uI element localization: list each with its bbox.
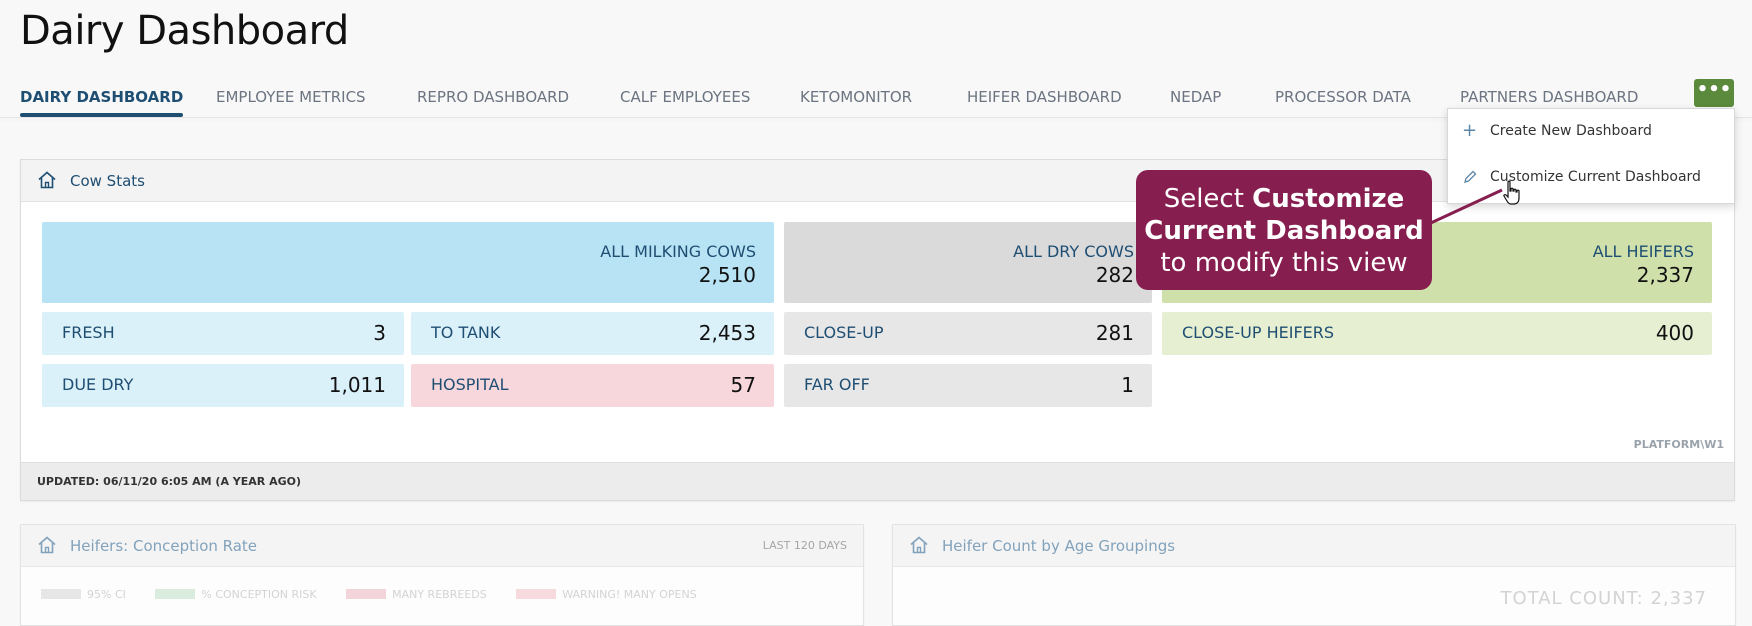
tile-value: 2,453 — [698, 321, 756, 345]
menu-item-label: Customize Current Dashboard — [1490, 169, 1701, 185]
menu-item-create-new-dashboard[interactable]: + Create New Dashboard — [1448, 109, 1734, 155]
due-dry-tile[interactable]: DUE DRY 1,011 — [42, 364, 404, 407]
chart-legend: 95% CI % CONCEPTION RISK MANY REBREEDS W… — [41, 588, 723, 601]
tab-nedap[interactable]: NEDAP — [1170, 88, 1222, 106]
plus-icon: + — [1462, 120, 1478, 141]
date-range-label[interactable]: LAST 120 DAYS — [762, 539, 847, 552]
tab-calf-employees[interactable]: CALF EMPLOYEES — [620, 88, 751, 106]
tile-value: 400 — [1655, 321, 1694, 345]
tile-value: 281 — [1095, 321, 1134, 345]
tile-value: 2,337 — [1636, 263, 1694, 287]
tile-value: 2,510 — [698, 263, 756, 287]
tab-dairy-dashboard[interactable]: DAIRY DASHBOARD — [20, 88, 184, 117]
home-icon — [38, 536, 56, 554]
home-icon — [38, 171, 56, 189]
card-title: Heifer Count by Age Groupings — [942, 537, 1176, 555]
tabs-divider — [0, 117, 1752, 118]
tile-value: 3 — [373, 321, 386, 345]
dashboard-tabs: DAIRY DASHBOARD EMPLOYEE METRICS REPRO D… — [20, 80, 1730, 118]
close-up-heifers-tile[interactable]: CLOSE-UP HEIFERS 400 — [1162, 312, 1712, 355]
total-count: TOTAL COUNT: 2,337 — [1500, 588, 1707, 609]
legend-item: WARNING! MANY OPENS — [516, 588, 697, 601]
card-footer: UPDATED: 06/11/20 6:05 AM (A YEAR AGO) — [21, 462, 1734, 500]
page-title: Dairy Dashboard — [20, 8, 349, 54]
hospital-tile[interactable]: HOSPITAL 57 — [411, 364, 774, 407]
menu-item-customize-current-dashboard[interactable]: Customize Current Dashboard — [1448, 155, 1734, 201]
platform-label: PLATFORM\W1 — [1633, 438, 1724, 451]
tile-label: CLOSE-UP HEIFERS — [1182, 323, 1335, 342]
conception-rate-header: Heifers: Conception Rate LAST 120 DAYS — [21, 525, 863, 567]
legend-item: 95% CI — [41, 588, 126, 601]
tile-label: DUE DRY — [62, 375, 134, 394]
tile-label: FRESH — [62, 323, 115, 342]
tile-value: 1 — [1121, 373, 1134, 397]
tile-label: ALL MILKING COWS — [600, 242, 756, 261]
to-tank-tile[interactable]: TO TANK 2,453 — [411, 312, 774, 355]
card-title: Heifers: Conception Rate — [70, 537, 258, 555]
tile-label: ALL DRY COWS — [1013, 242, 1134, 261]
updated-timestamp: UPDATED: 06/11/20 6:05 AM (A YEAR AGO) — [37, 475, 302, 488]
fresh-tile[interactable]: FRESH 3 — [42, 312, 404, 355]
heifer-count-header: Heifer Count by Age Groupings — [893, 525, 1735, 567]
tile-label: HOSPITAL — [431, 375, 509, 394]
pencil-icon — [1464, 170, 1477, 183]
tile-label: ALL HEIFERS — [1592, 242, 1694, 261]
tab-employee-metrics[interactable]: EMPLOYEE METRICS — [216, 88, 366, 106]
hand-cursor-icon — [1503, 180, 1520, 205]
tutorial-callout: Select Customize Current Dashboard to mo… — [1136, 170, 1432, 290]
card-title: Cow Stats — [70, 172, 145, 190]
home-icon — [910, 536, 928, 554]
menu-item-label: Create New Dashboard — [1490, 123, 1652, 139]
tile-label: FAR OFF — [804, 375, 870, 394]
legend-item: % CONCEPTION RISK — [155, 588, 317, 601]
all-dry-cows-tile[interactable]: ALL DRY COWS 282 — [784, 222, 1152, 303]
all-milking-cows-tile[interactable]: ALL MILKING COWS 2,510 — [42, 222, 774, 303]
tab-processor-data[interactable]: PROCESSOR DATA — [1275, 88, 1411, 106]
tab-heifer-dashboard[interactable]: HEIFER DASHBOARD — [967, 88, 1122, 106]
far-off-tile[interactable]: FAR OFF 1 — [784, 364, 1152, 407]
dashboard-options-menu: + Create New Dashboard Customize Current… — [1447, 108, 1735, 204]
more-options-button[interactable]: ••• — [1694, 79, 1734, 107]
tile-value: 1,011 — [328, 373, 386, 397]
heifers-conception-rate-card: Heifers: Conception Rate LAST 120 DAYS 9… — [20, 524, 864, 626]
tile-value: 57 — [730, 373, 756, 397]
tab-ketomonitor[interactable]: KETOMONITOR — [800, 88, 913, 106]
tab-partners-dashboard[interactable]: PARTNERS DASHBOARD — [1460, 88, 1639, 106]
tab-repro-dashboard[interactable]: REPRO DASHBOARD — [417, 88, 570, 106]
legend-item: MANY REBREEDS — [346, 588, 487, 601]
close-up-tile[interactable]: CLOSE-UP 281 — [784, 312, 1152, 355]
tile-value: 282 — [1095, 263, 1134, 287]
tile-label: CLOSE-UP — [804, 323, 884, 342]
tile-label: TO TANK — [431, 323, 501, 342]
